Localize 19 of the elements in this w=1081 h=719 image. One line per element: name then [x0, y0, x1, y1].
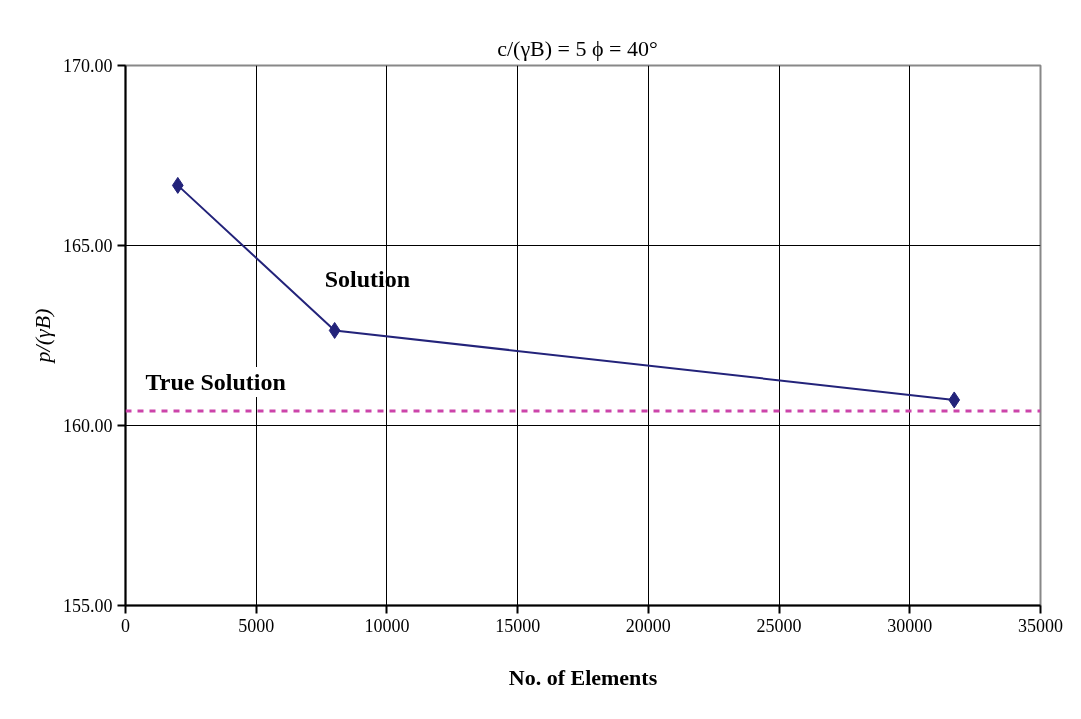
x-tick-label: 0 — [121, 615, 130, 636]
point — [948, 391, 961, 409]
x-tick-label: 35000 — [1018, 615, 1063, 636]
x-tick-label: 20000 — [625, 615, 671, 636]
x-tick-label: 30000 — [887, 615, 933, 636]
x-tick-label: 5000 — [238, 615, 275, 636]
y-tick-label: 155.00 — [63, 596, 113, 616]
point — [328, 321, 341, 339]
y-tick-label: 170.00 — [63, 56, 113, 76]
y-tick-label: 160.00 — [63, 416, 113, 436]
y-tick-label: 165.00 — [63, 236, 113, 256]
x-axis-title: No. of Elements — [508, 664, 658, 690]
x-tick-label: 15000 — [495, 615, 541, 636]
point — [171, 176, 184, 194]
ref-line-label: True Solution — [145, 369, 286, 396]
chart-title: c/(γB) = 5 ϕ = 40° — [497, 35, 658, 61]
x-tick-label: 25000 — [756, 615, 802, 636]
x-tick-label: 10000 — [364, 615, 410, 636]
y-axis-title: p/(γB) — [30, 308, 55, 365]
